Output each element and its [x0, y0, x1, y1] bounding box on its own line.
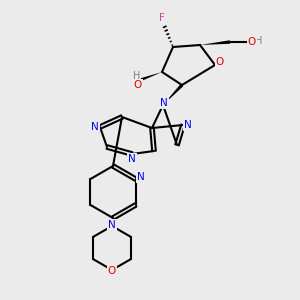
Text: N: N: [160, 98, 168, 108]
Text: H: H: [133, 71, 141, 81]
Polygon shape: [200, 40, 230, 45]
Text: N: N: [128, 154, 136, 164]
Text: O: O: [248, 37, 256, 47]
Polygon shape: [163, 84, 183, 105]
Text: F: F: [159, 13, 165, 23]
Text: O: O: [216, 57, 224, 67]
Text: N: N: [91, 122, 99, 132]
Text: H: H: [255, 36, 263, 46]
Text: N: N: [136, 172, 144, 182]
Polygon shape: [140, 72, 162, 81]
Text: N: N: [184, 120, 192, 130]
Text: O: O: [134, 80, 142, 90]
Text: N: N: [108, 220, 116, 230]
Text: O: O: [108, 266, 116, 276]
